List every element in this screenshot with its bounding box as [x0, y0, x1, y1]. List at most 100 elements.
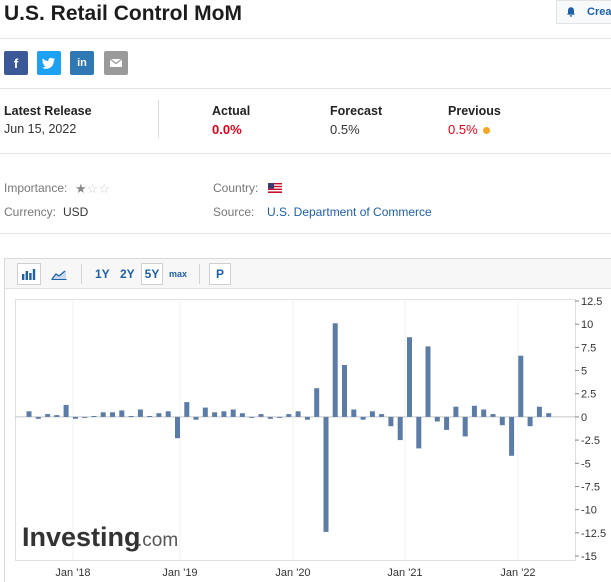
- chart-toolbar: 1Y 2Y 5Y max P: [5, 259, 611, 289]
- chart-bar: [499, 416, 505, 426]
- range-2y-button[interactable]: 2Y: [120, 267, 135, 281]
- y-tick-label: -2.5: [581, 435, 600, 447]
- chart-bar: [239, 413, 245, 417]
- star-empty-icon: ☆: [98, 181, 110, 196]
- y-tick-label: -10: [581, 505, 597, 517]
- bell-icon: [567, 7, 575, 17]
- y-tick-label: 0: [581, 412, 587, 424]
- chart-bar: [175, 416, 180, 439]
- chart-bar: [45, 414, 51, 417]
- x-tick-label: Jan '18: [55, 567, 90, 579]
- linkedin-share-button[interactable]: in: [70, 51, 94, 75]
- latest-release-date: Jun 15, 2022: [4, 122, 77, 136]
- y-tick-label: 2.5: [581, 389, 596, 401]
- p-button[interactable]: P: [209, 263, 231, 285]
- chart-bar: [100, 412, 106, 417]
- facebook-share-button[interactable]: f: [4, 51, 28, 75]
- chart-bar: [416, 416, 422, 449]
- email-share-button[interactable]: [104, 51, 128, 75]
- chart-bar: [518, 355, 524, 417]
- latest-release-label: Latest Release: [4, 104, 92, 118]
- chart-bar: [295, 411, 301, 417]
- chart-bar: [249, 416, 255, 418]
- chart-container: 1Y 2Y 5Y max P: [4, 258, 611, 582]
- chart-bar: [35, 416, 41, 419]
- chart-bar: [137, 409, 143, 417]
- chart-bar: [434, 416, 440, 422]
- chart-bar: [110, 412, 115, 417]
- y-tick-label: -7.5: [581, 481, 600, 493]
- chart-bar: [379, 414, 385, 417]
- previous-value: 0.5%: [448, 122, 478, 137]
- chart-bar: [462, 416, 468, 437]
- chart-bar: [156, 413, 162, 417]
- chart-bar: [453, 406, 459, 417]
- chart-bar: [230, 409, 236, 417]
- chart-bar: [332, 323, 338, 417]
- country-label: Country:: [213, 181, 259, 195]
- area-chart-toggle-button[interactable]: [47, 263, 71, 285]
- create-alert-label: Creat: [587, 6, 611, 18]
- x-tick-label: Jan '20: [275, 567, 310, 579]
- chart-bar: [369, 411, 375, 417]
- importance-label: Importance:: [4, 181, 68, 195]
- source-link[interactable]: U.S. Department of Commerce: [267, 205, 432, 219]
- range-max-button[interactable]: max: [169, 269, 188, 279]
- importance-stars: ★☆☆: [75, 181, 110, 197]
- divider: [0, 38, 611, 39]
- chart-bar: [202, 407, 208, 417]
- chart-bar: [536, 406, 542, 417]
- chart-bar: [184, 402, 190, 417]
- range-1y-button[interactable]: 1Y: [95, 267, 110, 281]
- x-tick-label: Jan '19: [162, 567, 197, 579]
- range-5y-button[interactable]: 5Y: [141, 263, 163, 285]
- chart-bar: [407, 337, 412, 417]
- chart-bar: [212, 412, 218, 417]
- linkedin-icon: in: [77, 57, 87, 69]
- chart-bar: [267, 416, 273, 419]
- chart-bar: [351, 409, 357, 417]
- chart-bar: [444, 416, 450, 430]
- chart-bar: [397, 416, 403, 441]
- chart-bar: [221, 411, 227, 417]
- plot-frame: [15, 299, 576, 561]
- email-icon: [109, 58, 123, 67]
- chart-bar: [509, 416, 515, 456]
- area-chart-icon: [51, 270, 67, 280]
- chart-bar: [546, 413, 552, 417]
- twitter-share-button[interactable]: [37, 51, 61, 75]
- chart-bar: [314, 388, 320, 417]
- investing-logo: Investing: [22, 522, 141, 552]
- chart-bar: [72, 416, 78, 419]
- divider: [0, 88, 611, 89]
- bar-chart-toggle-button[interactable]: [17, 263, 41, 285]
- chart-bar: [82, 416, 88, 418]
- y-tick-label: 12.5: [581, 296, 602, 308]
- y-tick-label: 7.5: [581, 342, 596, 354]
- x-tick-label: Jan '21: [387, 567, 422, 579]
- chart-bar: [277, 416, 283, 418]
- us-flag-icon: [268, 183, 282, 193]
- previous-label: Previous: [448, 104, 501, 118]
- toolbar-separator: [81, 264, 82, 284]
- chart-bar: [165, 411, 171, 417]
- chart-bar: [193, 416, 199, 420]
- chart-bar: [425, 346, 431, 417]
- toolbar-separator: [199, 264, 200, 284]
- chart-bar: [323, 416, 329, 532]
- source-label: Source:: [213, 205, 255, 219]
- create-alert-button[interactable]: Creat: [556, 0, 611, 24]
- actual-value: 0.0%: [212, 122, 242, 137]
- twitter-icon: [42, 57, 55, 69]
- chart-bar: [258, 414, 264, 417]
- chart-bar: [342, 365, 347, 417]
- chart-bar: [119, 410, 125, 417]
- chart-bar: [147, 416, 153, 417]
- chart-bar: [286, 414, 292, 417]
- star-filled-icon: ★: [75, 181, 87, 196]
- chart-bar: [527, 416, 533, 427]
- y-tick-label: -15: [581, 551, 597, 563]
- chart-bar: [481, 409, 487, 417]
- chart-bar: [54, 415, 60, 417]
